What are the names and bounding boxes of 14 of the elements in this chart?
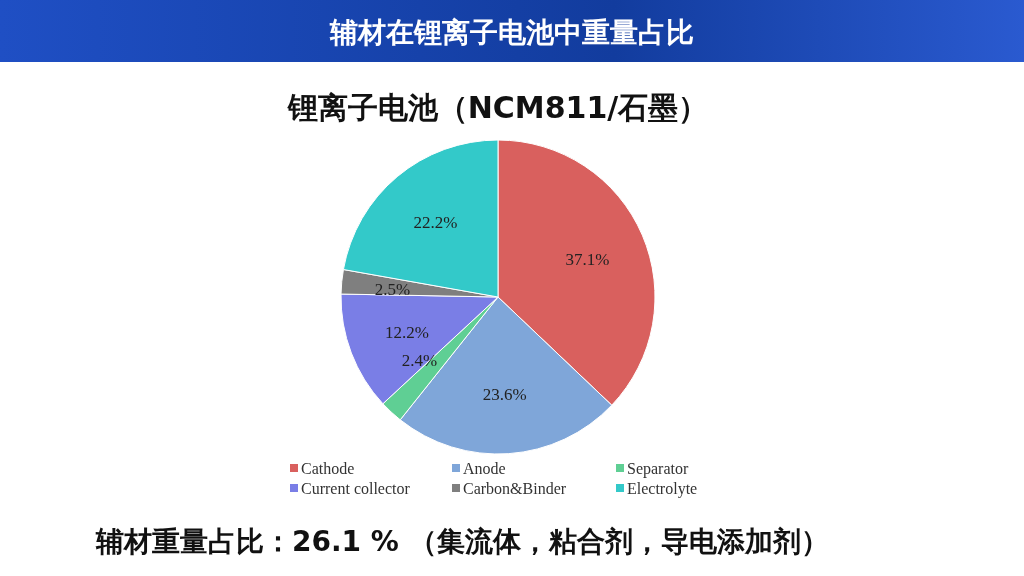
legend-label: Current collector: [301, 480, 411, 497]
text: 辅材重量占比：26.1 % （集流体，粘合剂，导电添加剂）: [95, 525, 829, 558]
data-label: 23.6%: [482, 385, 527, 405]
legend-label: Cathode: [301, 460, 355, 477]
chart-title: 辅材在锂离子电池中重量占比: [329, 16, 694, 49]
legend-label: Carbon&Binder: [463, 480, 567, 497]
data-label: 2.5%: [374, 279, 411, 299]
legend-label: Separator: [627, 460, 689, 478]
data-label: 12.2%: [385, 322, 430, 342]
chart-subtitle: 锂离子电池（NCM811/石墨）: [286, 90, 709, 125]
legend-label: Anode: [463, 460, 506, 477]
data-label: 37.1%: [565, 249, 610, 269]
legend-label: Electrolyte: [627, 480, 698, 498]
data-label: 22.2%: [413, 213, 458, 233]
